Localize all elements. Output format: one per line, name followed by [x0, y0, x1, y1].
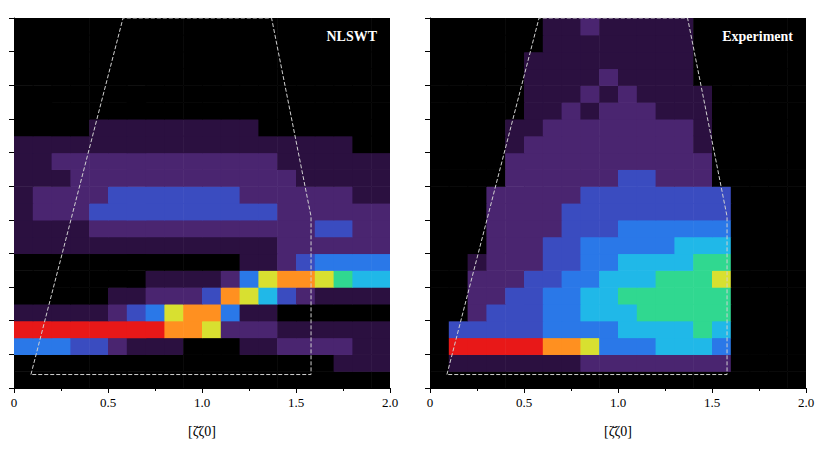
svg-text:1.5: 1.5	[704, 395, 720, 410]
svg-text:1.5: 1.5	[288, 395, 304, 410]
svg-text:[ζ̄ζ0]: [ζ̄ζ0]	[604, 424, 632, 439]
svg-text:NLSWT: NLSWT	[326, 29, 377, 44]
svg-text:2.0: 2.0	[798, 395, 814, 410]
svg-text:0: 0	[11, 395, 18, 410]
svg-text:1.0: 1.0	[610, 395, 626, 410]
svg-text:0.5: 0.5	[516, 395, 532, 410]
svg-text:0.5: 0.5	[100, 395, 116, 410]
svg-text:[ζ̄ζ0]: [ζ̄ζ0]	[188, 424, 216, 439]
svg-text:1.0: 1.0	[194, 395, 210, 410]
svg-text:0: 0	[427, 395, 434, 410]
svg-text:2.0: 2.0	[382, 395, 398, 410]
svg-text:Experiment: Experiment	[722, 29, 793, 44]
